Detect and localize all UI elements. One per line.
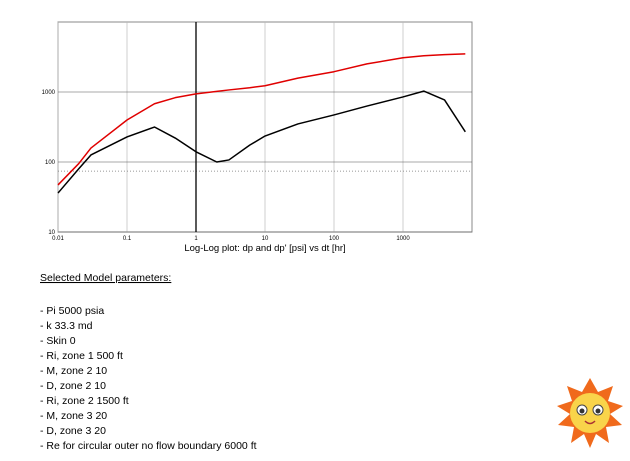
x-tick-label: 0.01: [52, 236, 64, 242]
doc-list-item: - Pi 5000 psia: [40, 305, 104, 317]
x-tick-label: 1000: [396, 236, 410, 242]
doc-list-item: - Ri, zone 1 500 ft: [40, 350, 123, 362]
sun-icon: [557, 378, 623, 448]
x-tick-label: 1: [194, 236, 198, 242]
x-tick-label: 0.1: [123, 236, 132, 242]
doc-list-item: - Skin 0: [40, 335, 76, 347]
y-tick-label: 100: [45, 160, 56, 166]
y-tick-label: 1000: [42, 90, 56, 96]
doc-list-item: - Ri, zone 2 1500 ft: [40, 395, 129, 407]
data-line: [57, 90, 466, 194]
data-line: [57, 53, 466, 186]
doc-list-item: - M, zone 2 10: [40, 365, 107, 377]
doc-list-item: - D, zone 3 20: [40, 425, 106, 437]
x-tick-label: 100: [329, 236, 340, 242]
doc-heading: Selected Model parameters:: [40, 272, 171, 284]
x-tick-label: 10: [262, 236, 269, 242]
doc-list-item: - k 33.3 md: [40, 320, 93, 332]
doc-list-item: - M, zone 3 20: [40, 410, 107, 422]
doc-list-item: - Re for circular outer no flow boundary…: [40, 440, 257, 452]
y-tick-label: 10: [48, 230, 55, 236]
doc-list-item: - D, zone 2 10: [40, 380, 106, 392]
x-axis-label: Log-Log plot: dp and dp' [psi] vs dt [hr…: [184, 243, 345, 254]
